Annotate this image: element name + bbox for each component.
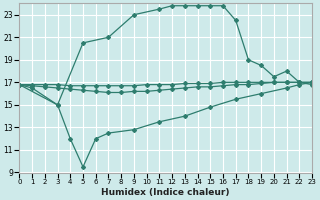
X-axis label: Humidex (Indice chaleur): Humidex (Indice chaleur) xyxy=(101,188,230,197)
